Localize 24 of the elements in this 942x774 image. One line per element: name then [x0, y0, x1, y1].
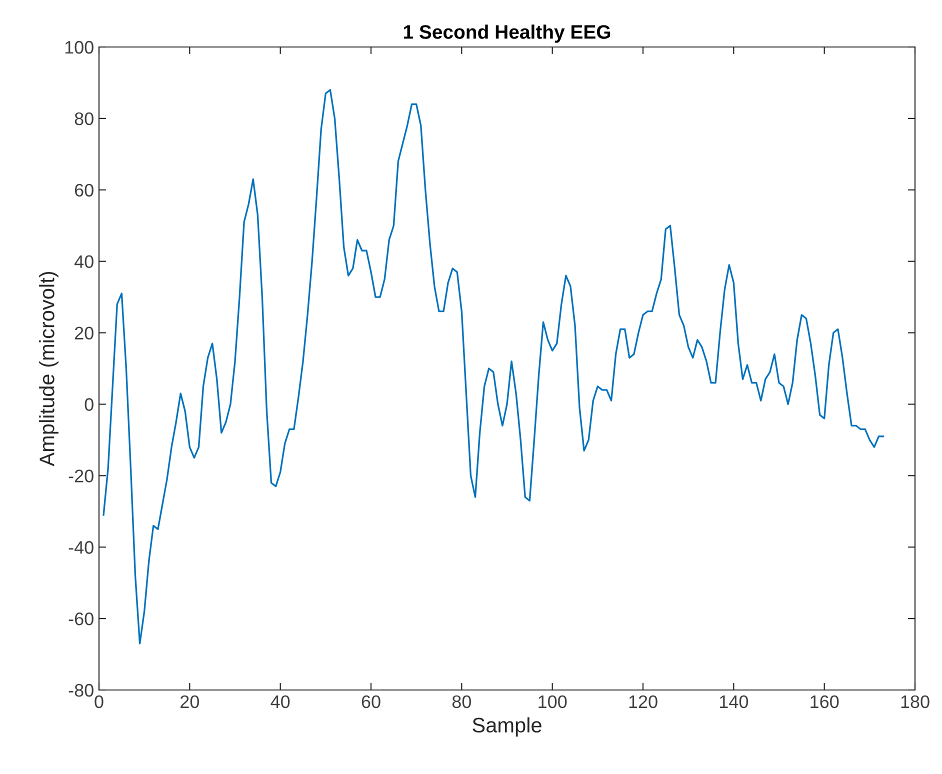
x-tick-label: 180	[901, 695, 930, 708]
y-tick-label: -20	[68, 470, 94, 482]
y-tick-label: 60	[74, 184, 94, 197]
x-tick-label: 60	[362, 695, 380, 708]
y-tick-label: 20	[74, 326, 94, 340]
chart-title: 1 Second Healthy EEG	[404, 24, 610, 43]
y-tick-label: -80	[68, 684, 94, 697]
y-tick-label: -40	[68, 541, 94, 554]
y-tick-label: 0	[84, 398, 94, 411]
x-axis-title: Sample	[472, 717, 542, 737]
y-axis-title: Amplitude (microvolt)	[39, 272, 58, 466]
x-tick-label: 140	[720, 695, 748, 708]
line-series	[102, 89, 884, 644]
y-tick-label: -60	[68, 612, 94, 626]
x-tick-label: 160	[810, 695, 839, 708]
x-tick-label: 100	[538, 695, 567, 708]
x-tick-label: 0	[94, 695, 104, 708]
x-tick-label: 120	[629, 695, 658, 708]
x-tick-label: 20	[180, 695, 200, 708]
x-tick-label: 80	[452, 695, 472, 708]
y-tick-label: 100	[65, 40, 94, 54]
x-tick-label: 40	[270, 695, 290, 708]
y-tick-label: 40	[74, 255, 94, 268]
y-tick-label: 80	[74, 112, 94, 126]
